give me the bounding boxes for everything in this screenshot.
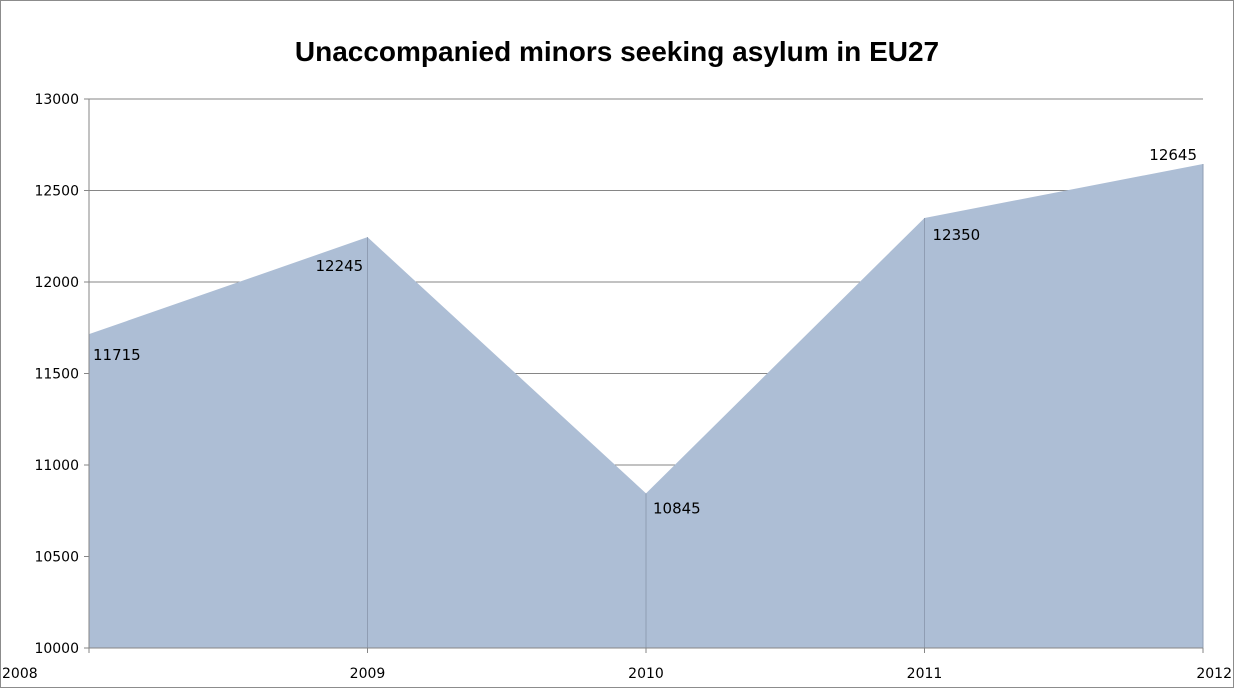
y-tick-label: 10500 <box>34 550 79 566</box>
chart-title: Unaccompanied minors seeking asylum in E… <box>294 36 940 67</box>
y-tick-label: 10000 <box>34 641 79 657</box>
x-tick-label: 2012 <box>1196 666 1232 682</box>
data-label: 12350 <box>933 226 981 244</box>
data-label: 12645 <box>1149 146 1197 164</box>
y-tick-label: 11500 <box>34 367 79 383</box>
data-label: 12245 <box>316 257 364 275</box>
x-tick-label: 2008 <box>2 666 38 682</box>
data-label: 10845 <box>653 499 701 517</box>
y-tick-label: 12000 <box>34 275 79 291</box>
y-tick-label: 13000 <box>34 92 79 108</box>
y-tick-label: 11000 <box>34 458 79 474</box>
data-label: 11715 <box>93 346 141 364</box>
x-tick-label: 2009 <box>350 666 386 682</box>
x-tick-label: 2010 <box>628 666 664 682</box>
x-tick-label: 2011 <box>907 666 943 682</box>
y-tick-label: 12500 <box>34 184 79 200</box>
